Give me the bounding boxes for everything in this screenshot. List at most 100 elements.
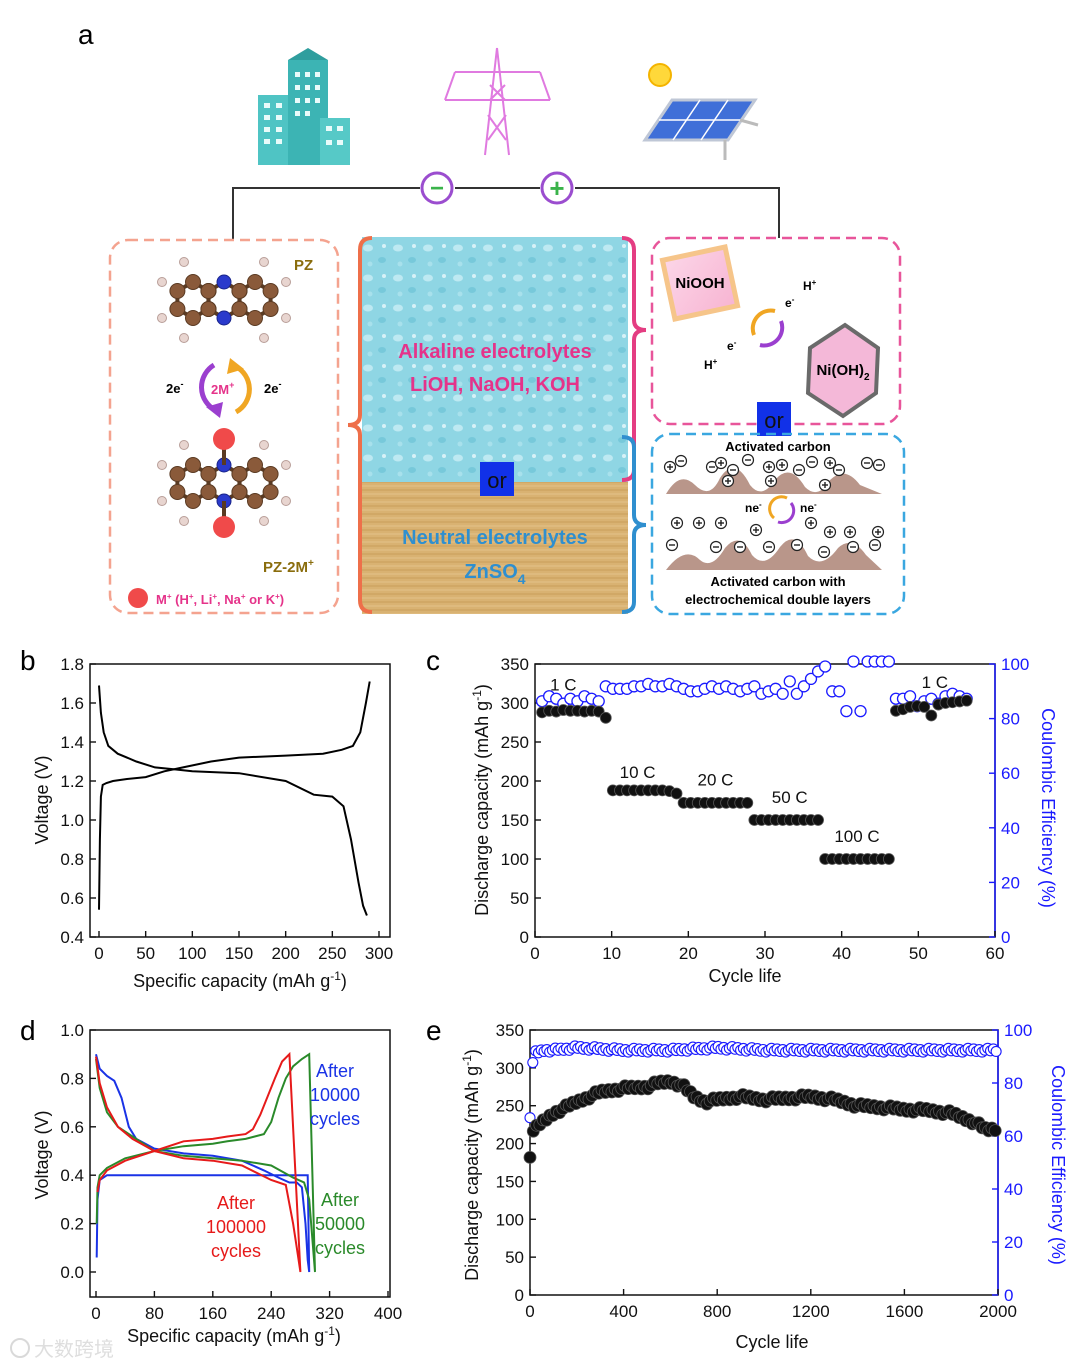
y2-axis-label: Coulombic Efficiency (%) bbox=[1048, 1065, 1068, 1265]
rate-annotation: 50 C bbox=[772, 788, 808, 807]
chart-d: 0 80 160 240 320 400 0.0 0.2 0.4 0.6 0.8 1.0 After 10… bbox=[32, 1021, 402, 1346]
y2-tick-label: 20 bbox=[1001, 873, 1020, 892]
x-tick-label: 0 bbox=[94, 944, 103, 963]
ce-point bbox=[804, 672, 818, 686]
y2-tick-label: 20 bbox=[1004, 1233, 1023, 1252]
ce-point bbox=[797, 680, 811, 693]
capacity-point bbox=[741, 796, 754, 809]
legend-text: 100000 bbox=[206, 1217, 266, 1237]
ce-point bbox=[990, 1045, 1002, 1058]
capacity-point bbox=[960, 694, 973, 707]
y-tick-label: 350 bbox=[496, 1021, 524, 1040]
y-tick-label: 150 bbox=[501, 811, 529, 830]
y-tick-label: 350 bbox=[501, 655, 529, 674]
y2-tick-label: 60 bbox=[1004, 1127, 1023, 1146]
nickel-cathode-box bbox=[650, 236, 902, 426]
y-tick-label: 0.4 bbox=[60, 1166, 84, 1185]
cycle-curve-1 bbox=[95, 1052, 316, 1273]
cation-label: 2M+ bbox=[211, 380, 234, 397]
y-tick-label: 1.0 bbox=[60, 811, 84, 830]
or-label-center: or bbox=[487, 468, 507, 493]
alkaline-species: LiOH, NaOH, KOH bbox=[410, 374, 580, 396]
legend-text: After bbox=[217, 1193, 255, 1213]
negative-terminal-icon: − bbox=[420, 171, 454, 205]
svg-text:−: − bbox=[430, 175, 444, 202]
y-tick-label: 0.8 bbox=[60, 850, 84, 869]
ce-point bbox=[527, 1057, 539, 1069]
x-tick-label: 320 bbox=[315, 1304, 343, 1323]
y2-tick-label: 100 bbox=[1004, 1021, 1032, 1040]
y2-tick-label: 0 bbox=[1001, 928, 1010, 947]
y-tick-label: 50 bbox=[510, 889, 529, 908]
y2-axis-label: Coulombic Efficiency (%) bbox=[1038, 708, 1058, 908]
x-tick-label: 80 bbox=[145, 1304, 164, 1323]
x-tick-label: 1600 bbox=[885, 1302, 923, 1321]
phenazine-molecule bbox=[157, 257, 291, 343]
or-label-right: or bbox=[764, 408, 784, 433]
legend-text: After bbox=[316, 1061, 354, 1081]
y-tick-label: 1.6 bbox=[60, 694, 84, 713]
anode-box bbox=[108, 238, 340, 615]
capacity-point bbox=[882, 853, 895, 865]
cation-legend-text: M+ (H+, Li+, Na+ or K+) bbox=[156, 592, 284, 607]
niooh-label: NiOOH bbox=[675, 275, 724, 292]
pz-2m-molecule bbox=[157, 428, 291, 538]
y-tick-label: 300 bbox=[501, 694, 529, 713]
activated-carbon-label: Activated carbon bbox=[725, 439, 831, 454]
redox-cycle-arrows: 2e- 2e- 2M+ bbox=[166, 358, 281, 418]
x-tick-label: 400 bbox=[609, 1302, 637, 1321]
right-bracket-neutral bbox=[621, 435, 647, 614]
y-tick-label: 1.8 bbox=[60, 655, 84, 674]
cycle-curve-2 bbox=[95, 1051, 302, 1273]
y-tick-label: 0.4 bbox=[60, 928, 84, 947]
y-tick-label: 1.4 bbox=[60, 733, 84, 752]
y-tick-label: 200 bbox=[496, 1135, 524, 1154]
neutral-species: ZnSO4 bbox=[464, 561, 525, 587]
pz-2m-label: PZ-2M+ bbox=[263, 558, 314, 576]
or-box-center bbox=[480, 462, 514, 496]
ce-point bbox=[748, 680, 761, 693]
y2-tick-label: 40 bbox=[1001, 819, 1020, 838]
ce-point bbox=[840, 705, 853, 718]
y-tick-label: 0 bbox=[520, 928, 529, 947]
cycle-curve-0 bbox=[95, 1053, 311, 1273]
chart-b: 0 50 100 150 200 250 300 0.4 0.6 0.8 1.0 1.2 1.4 1.6 1… bbox=[32, 655, 393, 991]
x-tick-label: 800 bbox=[703, 1302, 731, 1321]
chart-e: 0 400 800 1200 1600 2000050100150200250300350… bbox=[460, 1021, 1068, 1352]
y-axis-label: Discharge capacity (mAh g-1) bbox=[460, 1049, 482, 1281]
x-tick-label: 60 bbox=[986, 944, 1005, 963]
plot-frame bbox=[89, 1029, 391, 1298]
chart-c: 0 10 20 30 40 50 60050100150200250300350020406… bbox=[470, 655, 1058, 986]
capacity-point bbox=[599, 711, 612, 724]
ce-point bbox=[882, 655, 895, 668]
x-tick-label: 150 bbox=[225, 944, 253, 963]
ce-point bbox=[833, 685, 846, 698]
external-circuit bbox=[232, 187, 780, 240]
left-bracket bbox=[347, 236, 373, 614]
legend-text: cycles bbox=[310, 1109, 360, 1129]
watermark: 大数跨境 bbox=[10, 1338, 114, 1361]
voltage-curve-0 bbox=[98, 685, 368, 916]
plot-frame bbox=[529, 1029, 999, 1296]
e-minus-top: e- bbox=[785, 295, 795, 310]
rate-annotation: 10 C bbox=[620, 763, 656, 782]
niooh-crystal bbox=[659, 244, 741, 322]
legend-text: cycles bbox=[211, 1241, 261, 1261]
h-plus-bottom: H+ bbox=[704, 357, 718, 372]
alkaline-electrolyte-region bbox=[362, 237, 628, 482]
y-axis-label: Discharge capacity (mAh g-1) bbox=[470, 684, 492, 916]
x-tick-label: 0 bbox=[530, 944, 539, 963]
panel-label-b: b bbox=[20, 645, 36, 676]
ce-point bbox=[783, 675, 796, 688]
x-tick-label: 50 bbox=[909, 944, 928, 963]
edl-ions-bottom bbox=[665, 516, 885, 559]
capacity-point bbox=[523, 1150, 537, 1164]
ce-point bbox=[903, 690, 917, 703]
nioh2-label: Ni(OH)2 bbox=[816, 362, 870, 383]
panel-label-a: a bbox=[78, 19, 94, 50]
y-tick-label: 0.6 bbox=[60, 889, 84, 908]
y-tick-label: 300 bbox=[496, 1059, 524, 1078]
x-axis-label: Cycle life bbox=[735, 1332, 808, 1352]
x-tick-label: 40 bbox=[832, 944, 851, 963]
